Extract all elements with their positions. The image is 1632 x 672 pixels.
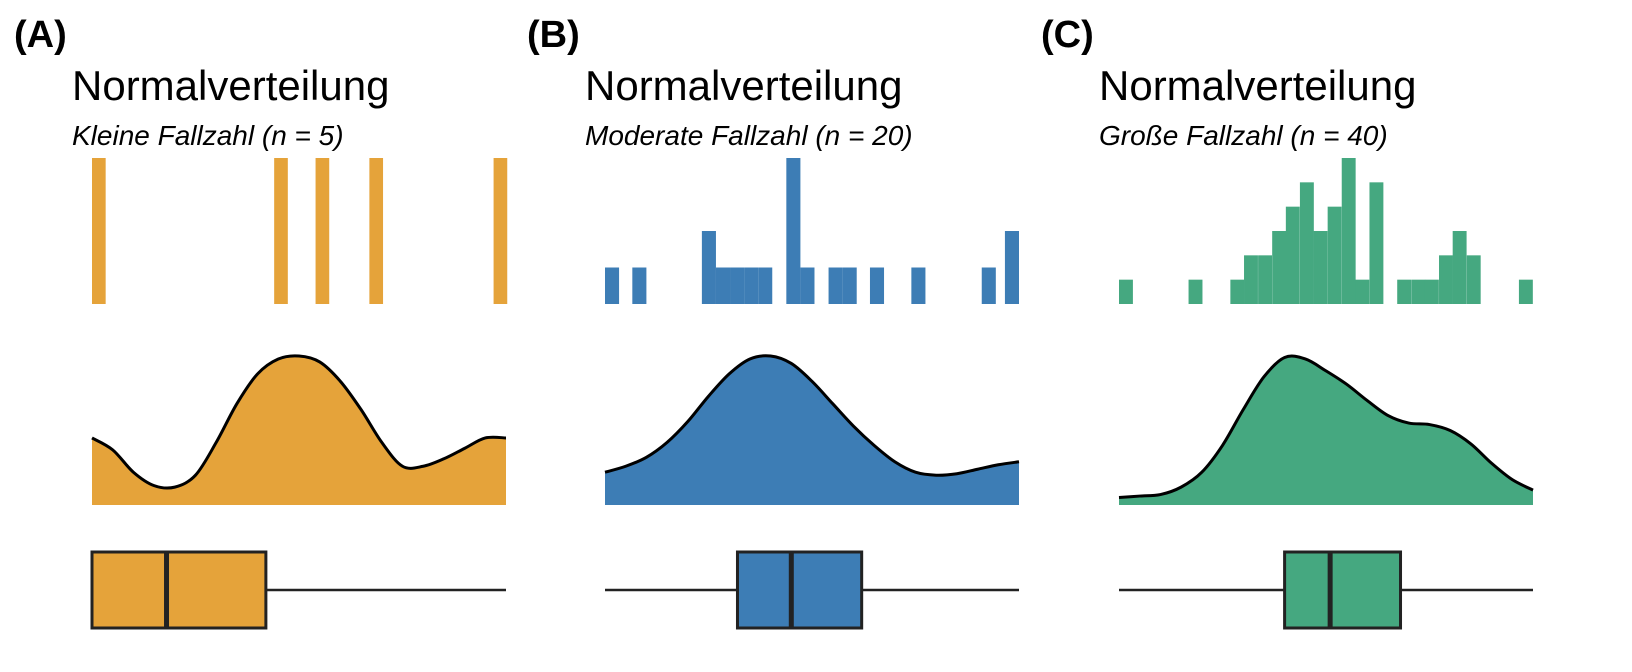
boxplot bbox=[90, 550, 506, 630]
histogram-bar bbox=[1230, 279, 1245, 304]
panel-title: Normalverteilung bbox=[585, 62, 903, 109]
density-area bbox=[605, 355, 1019, 505]
histogram-bar bbox=[1397, 279, 1412, 304]
panel-subtitle: Moderate Fallzahl (n = 20) bbox=[585, 120, 913, 151]
histogram-bar bbox=[1355, 279, 1370, 304]
histogram-bar bbox=[315, 158, 330, 304]
panel-a: (A) Normalverteilung Kleine Fallzahl (n … bbox=[0, 0, 544, 672]
panel-subtitle: Große Fallzahl (n = 40) bbox=[1099, 120, 1388, 151]
panel-title: Normalverteilung bbox=[1099, 62, 1417, 109]
density-line bbox=[91, 354, 507, 490]
histogram-bar bbox=[981, 267, 996, 304]
panel-label: (B) bbox=[527, 14, 580, 56]
panel-chart-svg bbox=[90, 158, 508, 630]
panel-title: Normalverteilung bbox=[72, 62, 390, 109]
histogram-bar bbox=[369, 158, 384, 304]
histogram-bar bbox=[1285, 206, 1300, 304]
histogram-bar bbox=[1518, 279, 1533, 304]
density-area bbox=[92, 355, 506, 505]
histogram-bar bbox=[1188, 279, 1203, 304]
histogram-bar bbox=[1341, 158, 1356, 304]
histogram-bar bbox=[1004, 231, 1019, 304]
density-line bbox=[1118, 354, 1534, 500]
histogram-bar bbox=[730, 267, 745, 304]
panel-c: (C) Normalverteilung Große Fallzahl (n =… bbox=[1027, 0, 1571, 672]
panel-chart-svg bbox=[604, 158, 1020, 630]
histogram-bar bbox=[1411, 279, 1426, 304]
histogram-bar bbox=[1119, 279, 1133, 304]
histogram-bar bbox=[744, 267, 759, 304]
histogram-bar bbox=[786, 158, 801, 304]
boxplot bbox=[605, 550, 1019, 630]
histogram bbox=[1119, 158, 1533, 304]
boxplot-box bbox=[1283, 550, 1403, 630]
histogram-bar bbox=[1258, 255, 1273, 304]
histogram-bar bbox=[1327, 206, 1342, 304]
boxplot bbox=[1119, 550, 1533, 630]
histogram-bar bbox=[1369, 182, 1384, 304]
boxplot-box bbox=[90, 550, 268, 630]
histogram-bar bbox=[911, 267, 926, 304]
histogram-bar bbox=[92, 158, 106, 304]
panel-label: (A) bbox=[14, 14, 67, 56]
histogram-bar bbox=[758, 267, 773, 304]
histogram-bar bbox=[842, 267, 857, 304]
histogram-bar bbox=[1439, 255, 1453, 304]
histogram-bar bbox=[1299, 182, 1314, 304]
density-line bbox=[604, 354, 1020, 477]
histogram bbox=[92, 158, 508, 304]
histogram bbox=[605, 158, 1019, 304]
density-area bbox=[1119, 356, 1533, 505]
panel-chart-svg bbox=[1118, 158, 1534, 630]
histogram-bar bbox=[274, 158, 288, 304]
histogram-bar bbox=[701, 231, 716, 304]
histogram-bar bbox=[632, 267, 647, 304]
histogram-bar bbox=[1272, 231, 1287, 304]
histogram-bar bbox=[800, 267, 815, 304]
histogram-bar bbox=[493, 158, 508, 304]
histogram-bar bbox=[869, 267, 885, 304]
histogram-bar bbox=[1466, 255, 1481, 304]
panel-subtitle: Kleine Fallzahl (n = 5) bbox=[72, 120, 344, 151]
histogram-bar bbox=[715, 267, 731, 304]
histogram-bar bbox=[1244, 255, 1258, 304]
panel-b: (B) Normalverteilung Moderate Fallzahl (… bbox=[513, 0, 1057, 672]
histogram-bar bbox=[1452, 231, 1467, 304]
histogram-bar bbox=[1424, 279, 1439, 304]
histogram-bar bbox=[605, 267, 620, 304]
histogram-bar bbox=[828, 267, 843, 304]
histogram-bar bbox=[1313, 231, 1328, 304]
panel-label: (C) bbox=[1041, 14, 1094, 56]
boxplot-box bbox=[735, 550, 864, 630]
